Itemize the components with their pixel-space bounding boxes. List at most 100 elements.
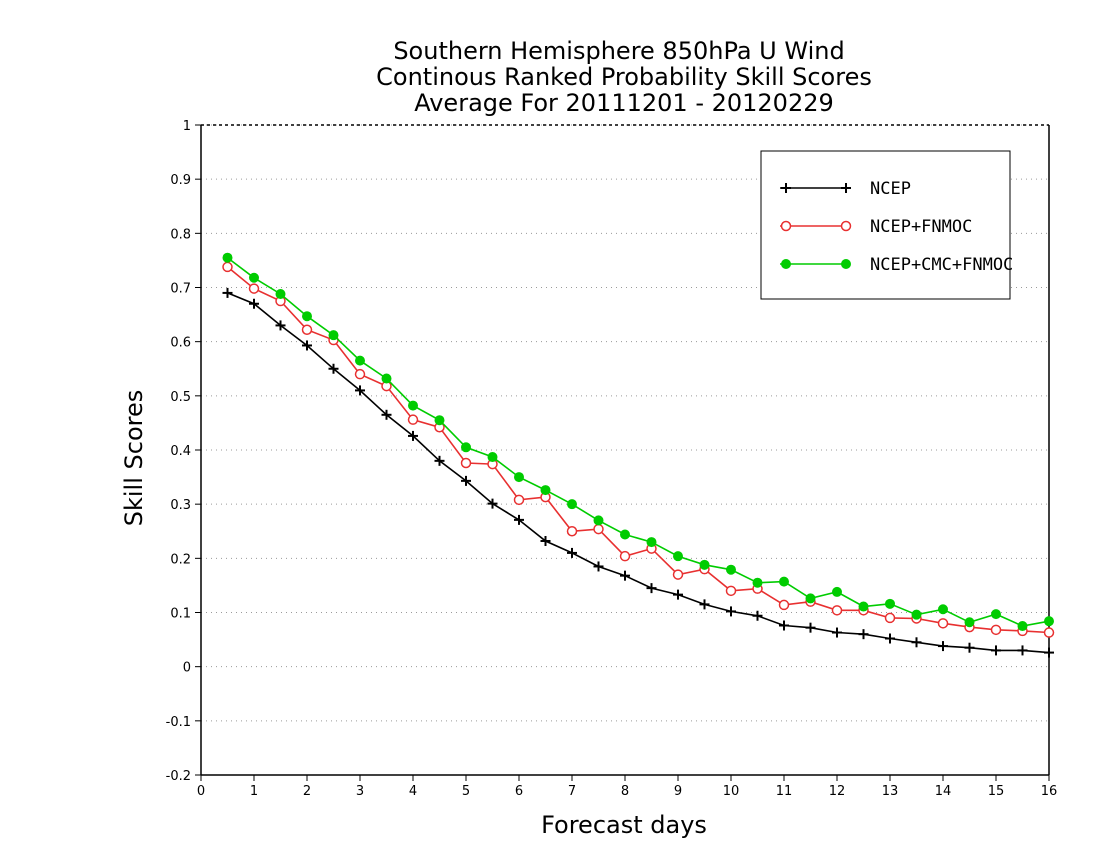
data-point: [355, 385, 365, 396]
data-point: [566, 526, 578, 537]
data-point: [858, 601, 869, 612]
data-point: [964, 617, 975, 628]
chart-title: Southern Hemisphere 850hPa U Wind Contin…: [376, 37, 872, 117]
series-line: [226, 266, 1050, 634]
legend-box: [760, 150, 1011, 300]
data-point: [779, 620, 789, 631]
x-axis-label: Forecast days: [541, 811, 707, 839]
data-point: [673, 589, 683, 600]
data-point: [620, 529, 630, 540]
legend-label: NCEP+FNMOC: [870, 217, 972, 237]
y-axis-ticks: -0.2 -0.1 0 0.1 0.2 0.3 0.4 0.5 0.6 0.7 0.8 0.9 1: [166, 119, 201, 784]
y-tick-label: 0.3: [170, 498, 191, 513]
data-point: [805, 622, 816, 633]
data-point: [461, 475, 471, 486]
y-tick-label: -0.1: [166, 715, 191, 730]
x-tick-label: 3: [356, 784, 364, 799]
data-point: [302, 311, 312, 322]
data-point: [699, 599, 710, 610]
data-point: [328, 363, 339, 374]
x-tick-label: 6: [515, 784, 523, 799]
data-point: [302, 340, 312, 351]
data-point: [434, 455, 445, 466]
y-tick-label: -0.2: [166, 769, 191, 784]
data-point: [301, 324, 313, 335]
x-tick-label: 8: [621, 784, 629, 799]
x-tick-label: 12: [829, 784, 846, 799]
data-point: [938, 604, 948, 615]
data-point: [248, 283, 260, 294]
legend: NCEP NCEP+FNMOC NCEP+CMC+FNMOC: [760, 150, 1013, 300]
legend-label: NCEP: [870, 179, 911, 199]
data-point: [699, 559, 710, 570]
data-point: [540, 536, 551, 546]
data-point: [408, 430, 418, 441]
x-tick-label: 9: [674, 784, 682, 799]
data-point: [354, 368, 366, 380]
data-point: [672, 569, 684, 580]
y-tick-label: 0.2: [170, 552, 191, 567]
legend-marker: [781, 259, 791, 269]
series-0: [222, 287, 1054, 658]
data-point: [249, 272, 259, 283]
data-point: [991, 609, 1001, 620]
data-point: [885, 633, 895, 644]
data-point: [620, 570, 630, 581]
chart-title-line-2: Continous Ranked Probability Skill Score…: [376, 63, 872, 91]
data-point: [964, 642, 975, 653]
data-point: [991, 645, 1001, 656]
data-point: [805, 593, 816, 604]
data-point: [832, 586, 842, 597]
x-tick-label: 7: [568, 784, 576, 799]
data-point: [487, 498, 498, 509]
data-point: [619, 550, 631, 562]
data-point: [1043, 627, 1055, 638]
legend-marker: [780, 220, 792, 232]
y-tick-label: 0.4: [170, 444, 191, 459]
data-point: [911, 637, 922, 648]
y-tick-label: 0: [183, 661, 191, 676]
data-point: [752, 610, 763, 621]
x-tick-label: 4: [409, 784, 417, 799]
chart-title-line-1: Southern Hemisphere 850hPa U Wind: [393, 37, 844, 65]
data-point: [461, 442, 471, 453]
data-point: [460, 457, 472, 469]
data-point: [434, 415, 445, 426]
data-point: [911, 609, 922, 620]
data-point: [832, 627, 842, 638]
x-tick-label: 1: [250, 784, 258, 799]
legend-label: NCEP+CMC+FNMOC: [870, 255, 1013, 275]
data-point: [1044, 616, 1054, 627]
data-point: [249, 298, 259, 309]
data-point: [885, 598, 895, 609]
data-point: [858, 629, 869, 640]
legend-marker: [841, 259, 851, 269]
data-point: [487, 452, 498, 463]
data-point: [408, 400, 418, 411]
data-point: [222, 261, 233, 273]
x-tick-label: 2: [303, 784, 311, 799]
y-tick-label: 1: [183, 119, 191, 134]
data-point: [937, 618, 949, 629]
data-point: [593, 561, 604, 572]
data-point: [593, 515, 604, 526]
x-tick-label: 0: [197, 784, 205, 799]
legend-marker: [841, 183, 851, 193]
data-point: [726, 606, 736, 617]
x-tick-label: 15: [988, 784, 1005, 799]
legend-item-0: NCEP: [780, 179, 911, 199]
data-point: [355, 355, 365, 366]
data-point: [938, 641, 948, 652]
data-point: [831, 605, 843, 616]
legend-item-2: NCEP+CMC+FNMOC: [780, 255, 1013, 275]
x-tick-label: 14: [935, 784, 952, 799]
series-1: [222, 261, 1055, 638]
data-point: [646, 537, 657, 548]
data-point: [726, 564, 736, 575]
data-point: [779, 576, 789, 587]
data-point: [990, 624, 1002, 636]
y-tick-label: 0.5: [170, 390, 191, 405]
x-tick-label: 10: [723, 784, 740, 799]
x-axis-ticks: 0 1 2 3 4 5 6 7 8 9 10 11 12 13 14 15 16: [197, 775, 1057, 799]
